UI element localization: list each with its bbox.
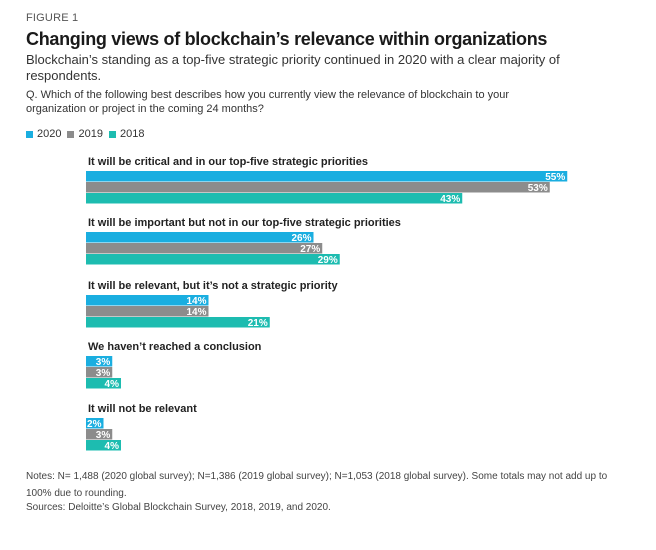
data-label-2019: 3%: [96, 430, 111, 441]
legend-item-2018: 2018: [108, 128, 145, 140]
chart-subtitle: Blockchain’s standing as a top-five stra…: [26, 52, 560, 83]
data-label-2020: 3%: [96, 357, 111, 368]
bar-2020: [86, 171, 568, 182]
bar-2019: [86, 243, 323, 254]
data-label-2020: 55%: [545, 172, 565, 183]
data-label-2020: 14%: [186, 296, 206, 307]
data-label-2020: 26%: [291, 233, 311, 244]
figure-label: FIGURE 1: [26, 12, 79, 24]
bar-2020: [86, 232, 314, 243]
data-label-2019: 27%: [300, 244, 320, 255]
bar-2020: [86, 356, 113, 367]
legend: 2020 2019 2018: [26, 128, 150, 140]
bar-2019: [86, 306, 209, 317]
data-label-2018: 4%: [105, 441, 120, 452]
bar-2018: [86, 254, 340, 265]
data-label-2018: 4%: [105, 379, 120, 390]
legend-swatch-2018: [108, 130, 116, 138]
data-label-2018: 21%: [248, 318, 268, 329]
survey-question: Q. Which of the following best describes…: [26, 89, 510, 115]
legend-swatch-2020: [26, 130, 33, 138]
category-label: We haven’t reached a conclusion: [88, 341, 262, 353]
bar-2018: [86, 440, 121, 451]
bar-2019: [86, 367, 113, 378]
legend-label-2019: 2019: [78, 128, 103, 140]
legend-label-2020: 2020: [37, 128, 62, 140]
chart-title: Changing views of blockchain’s relevance…: [26, 29, 548, 49]
bar-2020: [86, 418, 104, 429]
legend-item-2020: 2020: [26, 128, 61, 140]
bar-2018: [86, 193, 463, 204]
data-label-2019: 53%: [528, 183, 548, 194]
category-label: It will be relevant, but it’s not a stra…: [88, 280, 338, 292]
data-label-2020: 2%: [87, 419, 102, 430]
legend-label-2018: 2018: [119, 128, 145, 140]
bar-2019: [86, 182, 550, 193]
data-label-2018: 43%: [440, 194, 460, 205]
category-label: It will not be relevant: [88, 403, 197, 415]
bar-chart: It will be critical and in our top-five …: [86, 156, 568, 452]
chart-notes: Notes: N= 1,488 (2020 global survey); N=…: [26, 471, 608, 499]
bar-2018: [86, 317, 270, 328]
data-label-2018: 29%: [318, 255, 338, 266]
legend-swatch-2019: [67, 130, 75, 138]
bar-2019: [86, 429, 113, 440]
category-label: It will be important but not in our top-…: [88, 217, 401, 229]
chart-sources: Sources: Deloitte’s Global Blockchain Su…: [26, 502, 331, 513]
category-label: It will be critical and in our top-five …: [88, 156, 368, 168]
data-label-2019: 3%: [96, 368, 111, 379]
data-label-2019: 14%: [186, 307, 206, 318]
legend-item-2019: 2019: [67, 128, 103, 140]
bar-2020: [86, 295, 209, 306]
bar-2018: [86, 378, 121, 389]
